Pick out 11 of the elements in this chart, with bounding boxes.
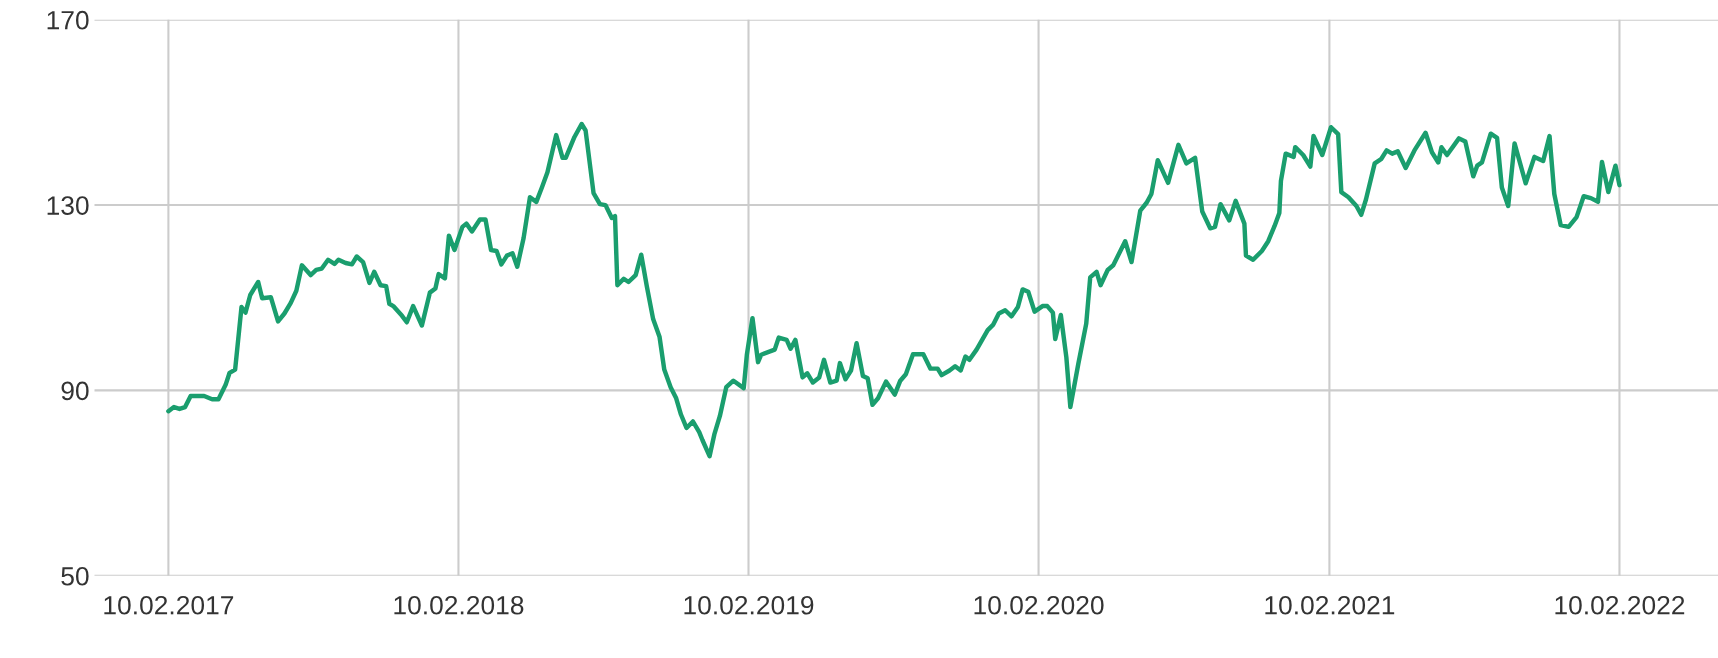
x-tick-label: 10.02.2021: [1265, 595, 1395, 615]
line-series: [166, 121, 1622, 459]
y-tick-label: 170: [47, 10, 89, 30]
x-tick-label: 10.02.2019: [684, 595, 814, 615]
y-tick-label: 90: [61, 381, 89, 401]
x-tick-label: 10.02.2022: [1555, 595, 1685, 615]
y-tick-label: 130: [47, 196, 89, 215]
x-tick-label: 10.02.2018: [394, 595, 524, 615]
x-tick-label: 10.02.2017: [104, 595, 234, 615]
x-tick-label: 10.02.2020: [974, 595, 1104, 615]
y-tick-label: 50: [61, 566, 89, 586]
